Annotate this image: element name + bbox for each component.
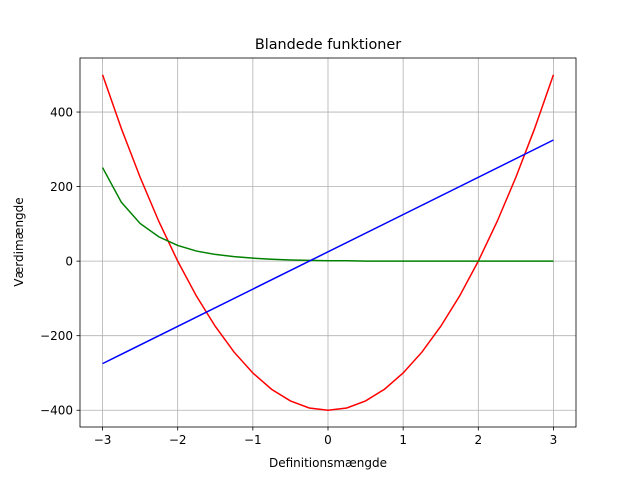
chart-title: Blandede funktioner xyxy=(255,37,401,53)
y-tick-label: −400 xyxy=(40,404,73,418)
x-tick-label: 2 xyxy=(474,433,482,447)
y-tick-label: −200 xyxy=(40,329,73,343)
x-axis-ticks: −3 −2 −1 0 1 2 3 xyxy=(94,427,558,447)
y-axis-ticks: −400 −200 0 200 400 xyxy=(40,105,80,418)
y-axis-label: Værdimængde xyxy=(12,197,26,286)
y-tick-label: 400 xyxy=(50,105,73,119)
series-line-2 xyxy=(101,167,554,262)
series-line-3 xyxy=(102,139,554,365)
x-tick-label: 1 xyxy=(399,433,407,447)
x-tick-label: −1 xyxy=(244,433,262,447)
y-tick-label: 0 xyxy=(65,254,73,268)
x-tick-label: −3 xyxy=(94,433,112,447)
x-tick-label: 0 xyxy=(324,433,332,447)
y-tick-label: 200 xyxy=(50,180,73,194)
series-layer xyxy=(101,74,555,411)
x-tick-label: 3 xyxy=(550,433,558,447)
x-axis-label: Definitionsmængde xyxy=(269,456,387,470)
x-tick-label: −2 xyxy=(169,433,187,447)
